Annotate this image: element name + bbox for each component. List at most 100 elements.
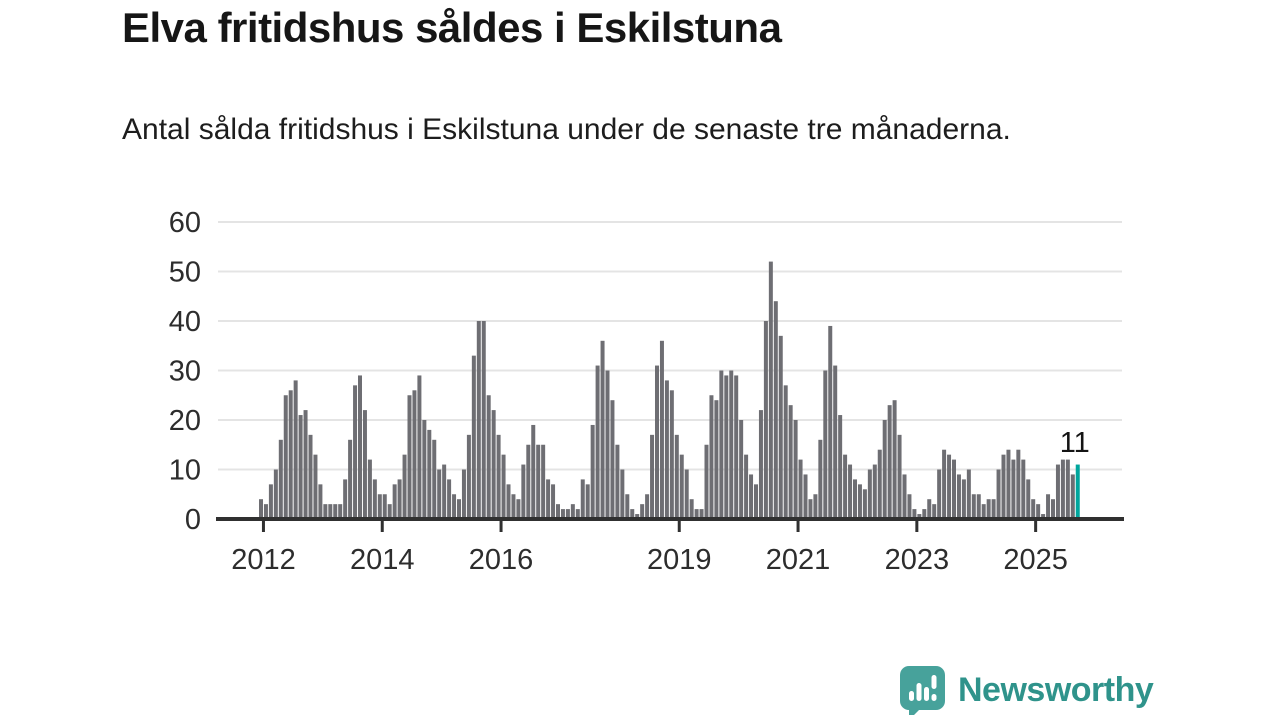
bar: [961, 479, 966, 519]
bar: [986, 499, 991, 519]
bar: [803, 474, 808, 519]
x-axis-tick: [915, 521, 919, 532]
bar: [293, 380, 298, 519]
newsworthy-wordmark: Newsworthy: [958, 670, 1154, 709]
bar: [323, 504, 328, 519]
bar: [387, 504, 392, 519]
x-axis-line: [216, 517, 1124, 521]
bar: [867, 469, 872, 519]
bar: [956, 474, 961, 519]
bar: [457, 499, 461, 519]
bar: [412, 390, 417, 519]
bar: [303, 410, 308, 519]
bar: [620, 469, 625, 519]
bar: [709, 395, 714, 519]
bar: [798, 459, 803, 519]
bar: [659, 340, 664, 519]
bar: [575, 509, 580, 519]
bar: [1036, 504, 1041, 519]
bar: [432, 439, 437, 519]
bar: [768, 261, 773, 519]
bar: [1006, 449, 1011, 519]
bar: [857, 484, 862, 519]
bar: [605, 370, 610, 519]
bar: [278, 439, 283, 519]
bar: [580, 479, 585, 519]
bar: [744, 454, 749, 519]
bar: [348, 439, 353, 519]
bar: [818, 439, 823, 519]
bar: [590, 424, 595, 519]
bar: [947, 454, 952, 519]
bar: [897, 434, 902, 519]
bar: [991, 499, 996, 519]
bar: [1055, 464, 1060, 519]
bar: [912, 509, 917, 519]
bar: [674, 434, 679, 519]
x-axis-tick: [499, 521, 503, 532]
bar: [417, 375, 422, 519]
x-axis-label: 2025: [1003, 544, 1068, 576]
bar: [669, 390, 674, 519]
bar: [362, 410, 367, 519]
bar: [877, 449, 882, 519]
bar: [1016, 449, 1021, 519]
bar: [1026, 479, 1031, 519]
bar: [739, 420, 744, 519]
bar: [288, 390, 293, 519]
bar: [392, 484, 397, 519]
bar: [308, 434, 313, 519]
bar: [754, 484, 758, 519]
bar: [1041, 514, 1046, 519]
bar: [714, 400, 719, 519]
bar: [402, 454, 407, 519]
bar: [679, 454, 684, 519]
bar: [516, 499, 521, 519]
bar: [338, 504, 343, 519]
bar: [353, 385, 358, 519]
x-axis-label: 2012: [231, 544, 296, 576]
bar: [600, 340, 605, 519]
bar: [655, 365, 659, 519]
x-axis-tick: [380, 521, 384, 532]
bar: [610, 400, 615, 519]
bar: [461, 469, 466, 519]
bar: [922, 509, 927, 519]
bar: [447, 479, 452, 519]
bar: [976, 494, 981, 519]
bar: [1011, 459, 1016, 519]
x-axis-tick: [796, 521, 800, 532]
bar: [407, 395, 412, 519]
bar: [273, 469, 278, 519]
bar: [283, 395, 288, 519]
bar: [828, 325, 833, 519]
bar: [763, 321, 768, 519]
bar: [1051, 499, 1055, 519]
bar: [595, 365, 600, 519]
bar: [724, 375, 729, 519]
y-axis-label: 60: [169, 207, 201, 239]
bar: [942, 449, 947, 519]
bar: [719, 370, 724, 519]
newsworthy-bubble-chart-icon: [900, 666, 945, 715]
bar: [758, 410, 763, 519]
y-axis-label: 30: [169, 356, 201, 388]
bar: [481, 321, 486, 519]
bar: [452, 494, 457, 519]
bar: [268, 484, 273, 519]
bar: [882, 420, 887, 519]
x-axis-tick: [1034, 521, 1038, 532]
bar: [486, 395, 491, 519]
bar: [1031, 499, 1036, 519]
bar: [531, 424, 536, 519]
bar: [313, 454, 318, 519]
x-axis-tick: [677, 521, 681, 532]
bar: [570, 504, 575, 519]
bar: [793, 420, 798, 519]
bar: [783, 385, 788, 519]
bar: [848, 464, 853, 519]
bar: [358, 375, 362, 519]
bar: [1021, 459, 1026, 519]
bar: [1046, 494, 1051, 519]
